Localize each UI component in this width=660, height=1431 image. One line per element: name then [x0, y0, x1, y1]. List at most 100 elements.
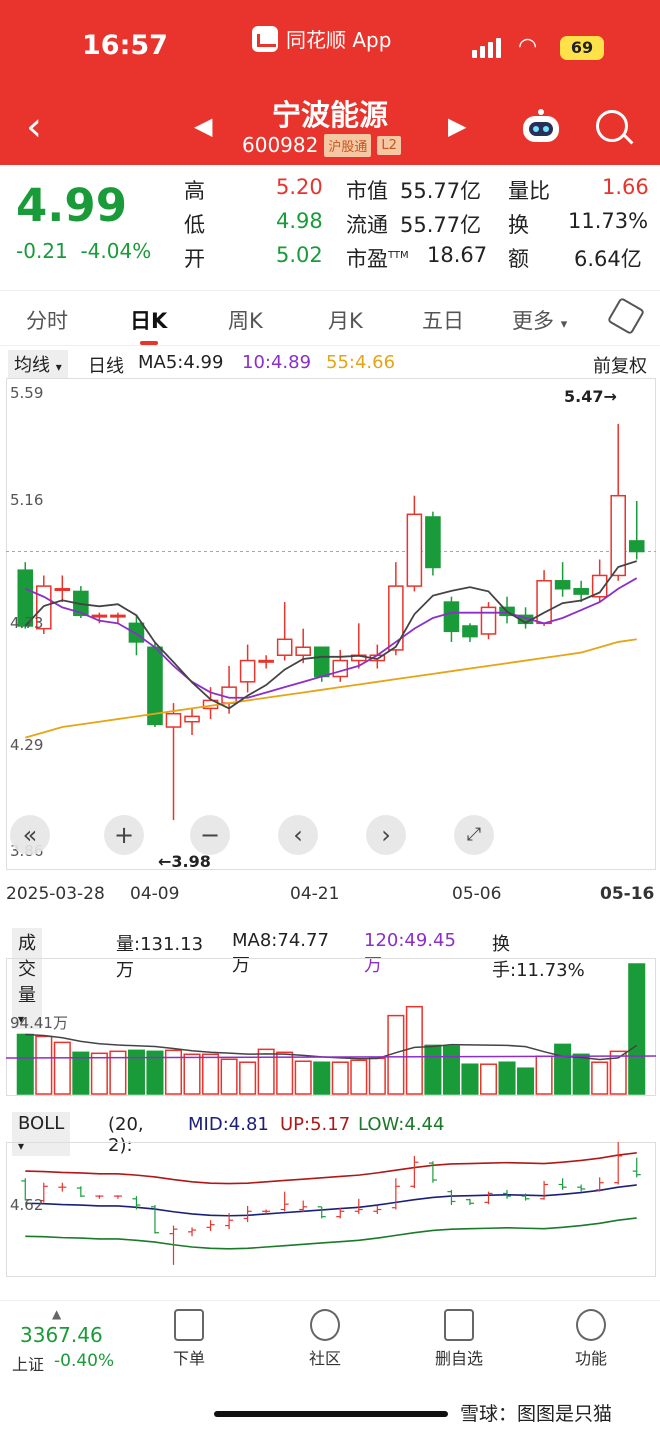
- candle: [258, 659, 274, 663]
- index-change: -0.40%: [54, 1351, 115, 1371]
- candle: [239, 659, 256, 683]
- minus-box-icon: [444, 1309, 474, 1341]
- volume-y-tick: 94.41万: [10, 1014, 68, 1032]
- candle: [36, 585, 52, 630]
- volume-bar: [202, 1053, 220, 1095]
- y-tick: 4.29: [10, 736, 44, 754]
- tab-monthly[interactable]: 月K: [328, 309, 363, 333]
- boll-chart-frame: [6, 1142, 656, 1277]
- home-indicator: [214, 1411, 448, 1417]
- volume-bar: [479, 1063, 498, 1095]
- expand-up-icon[interactable]: ▲: [52, 1307, 62, 1321]
- boll-dropdown[interactable]: BOLL ▾: [12, 1112, 71, 1156]
- app-name: 同花顺 App: [286, 28, 392, 52]
- candle: [313, 646, 330, 678]
- volume-bar: [572, 1053, 590, 1095]
- candle: [54, 588, 71, 592]
- nav-functions[interactable]: 功能: [556, 1309, 626, 1369]
- date-label: 05-16: [600, 884, 655, 904]
- index-value[interactable]: 3367.46: [20, 1323, 103, 1347]
- adjust-mode[interactable]: 前复权: [593, 356, 647, 377]
- prev-stock-icon[interactable]: ◀: [194, 112, 213, 140]
- robot-assistant-icon[interactable]: [520, 108, 562, 146]
- ma55-label: 55:4.66: [326, 352, 396, 373]
- volume-chart-frame: [6, 958, 656, 1096]
- zoom-in-icon[interactable]: +: [104, 815, 144, 855]
- min-price-label: ←3.98: [158, 852, 211, 871]
- zoom-out-all-icon[interactable]: «: [10, 815, 50, 855]
- scroll-right-icon[interactable]: ›: [366, 815, 406, 855]
- volume-bar: [368, 1057, 386, 1095]
- tab-daily[interactable]: 日K: [130, 309, 168, 333]
- low-value: 4.98: [276, 209, 323, 233]
- candle: [332, 659, 349, 678]
- volume-bar: [127, 1049, 145, 1095]
- fullscreen-icon[interactable]: ⤢: [454, 815, 494, 855]
- candle: [554, 580, 571, 590]
- y-tick: 4.73: [10, 614, 44, 632]
- y-tick: 5.59: [10, 384, 44, 402]
- volume-ma120: 120:49.45万: [364, 930, 456, 976]
- scroll-left-icon[interactable]: ‹: [278, 815, 318, 855]
- candle: [480, 606, 497, 635]
- kline-chart[interactable]: [6, 378, 656, 870]
- level2-badge: L2: [377, 135, 401, 155]
- candle: [91, 614, 108, 618]
- volume-bar: [535, 1055, 553, 1095]
- candle: [276, 638, 293, 656]
- candle: [462, 625, 478, 638]
- wifi-icon: ◠: [518, 34, 538, 59]
- document-icon: [174, 1309, 204, 1341]
- app-chip[interactable]: 同花顺 App: [252, 24, 391, 53]
- indicator-dropdown[interactable]: 均线 ▾: [8, 350, 68, 378]
- candle: [221, 686, 237, 704]
- volume-bar: [313, 1061, 331, 1095]
- date-label: 05-06: [452, 884, 502, 904]
- volume-bar: [16, 1033, 34, 1095]
- bottom-nav: ▲ 3367.46 上证 -0.40% 下单 社区 删自选 功能 雪球：图图是只…: [0, 1300, 660, 1431]
- tab-five-day[interactable]: 五日: [422, 309, 464, 333]
- volume-bar: [35, 1035, 53, 1095]
- volume-bar: [461, 1063, 479, 1095]
- hk-connect-badge: 沪股通: [324, 133, 372, 157]
- candle: [406, 513, 423, 587]
- signal-icon: [472, 38, 501, 58]
- float-label: 流通: [346, 213, 388, 237]
- low-label: 低: [184, 213, 205, 237]
- tab-weekly[interactable]: 周K: [228, 309, 263, 333]
- candle: [573, 588, 589, 595]
- volume-bar: [220, 1058, 238, 1095]
- candle: [184, 715, 200, 723]
- volume-ma8: MA8:74.77万: [232, 930, 329, 976]
- volume-bar: [257, 1048, 275, 1095]
- stock-code: 600982: [242, 133, 319, 157]
- high-value: 5.20: [276, 175, 323, 199]
- stock-name: 宁波能源: [271, 98, 388, 132]
- volume-dropdown[interactable]: 成交量 ▾: [12, 928, 42, 1029]
- period-tabs: 分时 日K 周K 月K 五日 更多 ▾: [0, 290, 660, 346]
- zoom-out-icon[interactable]: −: [190, 815, 230, 855]
- candle: [388, 585, 404, 651]
- search-icon[interactable]: [596, 110, 628, 142]
- app-logo-icon: [252, 25, 278, 52]
- nav-remove-watchlist[interactable]: 删自选: [424, 1309, 494, 1369]
- y-tick: 5.16: [10, 491, 44, 509]
- ma-legend-row: 均线 ▾ 日线 MA5:4.99 10:4.89 55:4.66 前复权: [0, 350, 660, 378]
- candle: [443, 601, 460, 633]
- volume-chart[interactable]: [6, 958, 656, 1096]
- date-label: 2025-03-28: [6, 884, 105, 904]
- back-icon[interactable]: ‹: [26, 104, 42, 150]
- tab-intraday[interactable]: 分时: [26, 309, 68, 333]
- boll-chart[interactable]: [6, 1142, 656, 1277]
- last-price: 4.99: [16, 179, 128, 232]
- date-label: 04-09: [130, 884, 180, 904]
- mcap-value: 55.77亿: [400, 179, 482, 203]
- nav-community[interactable]: 社区: [290, 1309, 360, 1369]
- ma55-line: [25, 638, 637, 739]
- ma5-label: MA5:4.99: [138, 352, 224, 373]
- tab-more[interactable]: 更多 ▾: [512, 309, 568, 333]
- boll-params: (20, 2):: [108, 1114, 144, 1156]
- nav-order[interactable]: 下单: [154, 1309, 224, 1369]
- next-stock-icon[interactable]: ▶: [448, 112, 467, 140]
- date-label: 04-21: [290, 884, 340, 904]
